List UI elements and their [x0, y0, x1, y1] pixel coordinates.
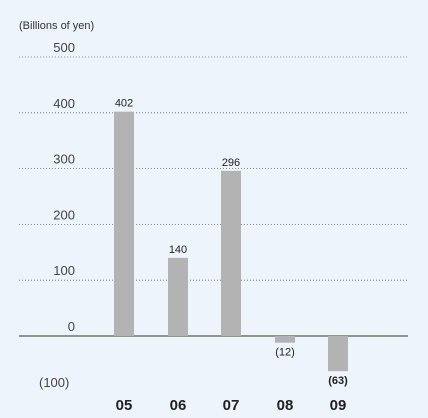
- x-tick-label: 05: [116, 397, 133, 414]
- value-labels: 402 140 296 (12) (63): [115, 98, 348, 387]
- y-tick-label: 200: [53, 207, 75, 222]
- value-label: (63): [328, 375, 348, 387]
- unit-label: (Billions of yen): [19, 20, 94, 32]
- y-tick-label: 300: [53, 152, 75, 167]
- bar: [221, 170, 241, 336]
- y-axis-ticks: 500 400 300 200 100 0 (100): [39, 40, 75, 390]
- y-tick-label: (100): [39, 375, 69, 390]
- value-label: 402: [115, 98, 133, 110]
- y-tick-label: 100: [53, 263, 75, 278]
- x-tick-label: 09: [330, 397, 347, 414]
- bar: [114, 111, 134, 337]
- bar: [168, 257, 188, 336]
- y-tick-label: 400: [53, 96, 75, 111]
- bars: [114, 111, 348, 372]
- bar: [275, 336, 295, 343]
- x-axis-ticks: 05 06 07 08 09: [116, 397, 347, 414]
- x-tick-label: 06: [170, 397, 187, 414]
- gridlines: [19, 56, 408, 337]
- y-tick-label: 500: [53, 40, 75, 55]
- value-label: (12): [275, 347, 295, 359]
- value-label: 296: [222, 157, 240, 169]
- value-label: 140: [169, 244, 187, 256]
- x-tick-label: 07: [223, 397, 240, 414]
- y-tick-label: 0: [68, 319, 75, 334]
- bar: [328, 336, 348, 372]
- x-tick-label: 08: [277, 397, 294, 414]
